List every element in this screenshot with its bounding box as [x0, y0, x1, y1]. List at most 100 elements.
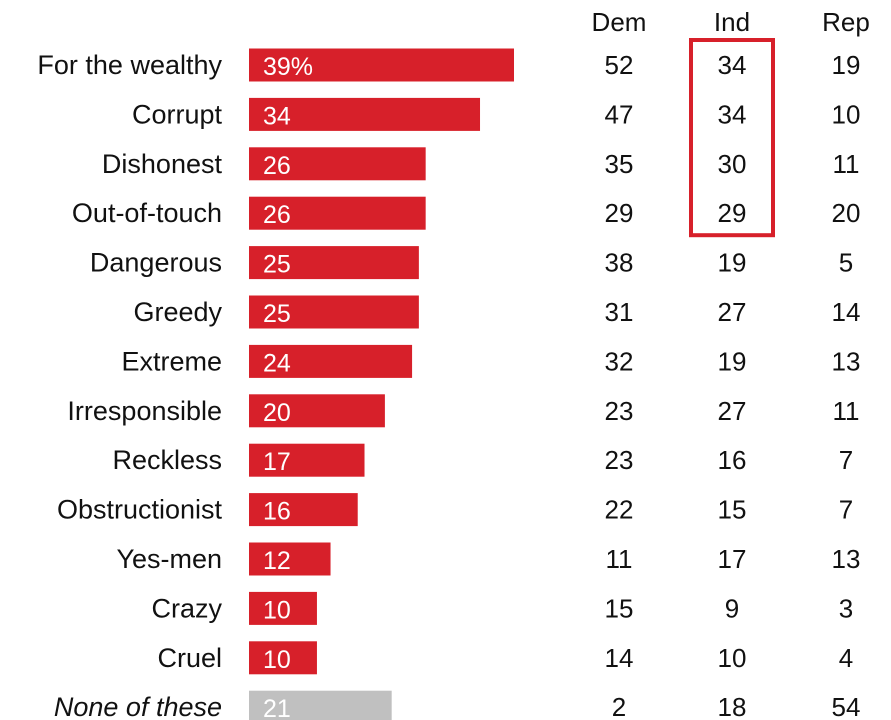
- cell-dem: 35: [605, 149, 634, 179]
- cell-rep: 5: [839, 248, 853, 278]
- column-header-dem: Dem: [592, 7, 647, 37]
- chart-row: Obstructionist 16 22 15 7: [57, 493, 853, 527]
- category-label: Crazy: [151, 593, 222, 623]
- bar-value-label: 21: [263, 695, 291, 720]
- bar-value-label: 34: [263, 102, 291, 130]
- bar: [249, 48, 514, 82]
- cell-dem: 38: [605, 248, 634, 278]
- chart-row: Cruel 10 14 10 4: [157, 641, 853, 675]
- bar: [249, 493, 358, 527]
- bar: [249, 443, 365, 477]
- cell-dem: 52: [605, 50, 634, 80]
- category-label: Cruel: [157, 643, 222, 673]
- bar: [249, 147, 426, 181]
- cell-dem: 14: [605, 643, 634, 673]
- bar-value-label: 10: [263, 646, 291, 674]
- bar-value-label: 10: [263, 596, 291, 624]
- bar: [249, 97, 481, 131]
- chart-row: Dishonest 26 35 30 11: [102, 147, 860, 181]
- column-header-ind: Ind: [714, 7, 750, 37]
- bar: [249, 591, 317, 625]
- cell-dem: 2: [612, 692, 626, 720]
- bar: [249, 246, 419, 280]
- chart-row: Greedy 25 31 27 14: [133, 295, 861, 329]
- bar-value-label: 39%: [263, 53, 313, 81]
- cell-rep: 7: [839, 495, 853, 525]
- cell-rep: 54: [832, 692, 861, 720]
- cell-rep: 3: [839, 593, 853, 623]
- category-label: Dishonest: [102, 149, 223, 179]
- bar-value-label: 24: [263, 349, 291, 377]
- bar: [249, 542, 331, 576]
- cell-dem: 29: [605, 198, 634, 228]
- category-label: Extreme: [121, 346, 222, 376]
- highlight-group: [689, 38, 775, 238]
- bar: [249, 690, 392, 720]
- chart-row: Crazy 10 15 9 3: [151, 591, 853, 625]
- cell-ind: 19: [718, 248, 747, 278]
- bar: [249, 344, 413, 378]
- cell-dem: 47: [605, 99, 634, 129]
- bar: [249, 641, 317, 675]
- highlight-box: [689, 38, 775, 238]
- category-label: Obstructionist: [57, 495, 223, 525]
- cell-rep: 19: [832, 50, 861, 80]
- cell-dem: 31: [605, 297, 634, 327]
- cell-rep: 11: [833, 149, 860, 179]
- cell-dem: 15: [605, 593, 634, 623]
- cell-ind: 34: [718, 99, 747, 129]
- cell-rep: 10: [832, 99, 861, 129]
- category-label: None of these: [54, 692, 222, 720]
- chart-row: For the wealthy 39% 52 34 19: [37, 48, 861, 82]
- cell-rep: 13: [832, 544, 861, 574]
- chart-row: Corrupt 34 47 34 10: [132, 97, 861, 131]
- bar-value-label: 20: [263, 399, 291, 427]
- cell-ind: 15: [718, 495, 747, 525]
- cell-rep: 4: [839, 643, 853, 673]
- bar-value-label: 26: [263, 152, 291, 180]
- chart-row: Out-of-touch 26 29 29 20: [72, 196, 861, 230]
- cell-rep: 20: [832, 198, 861, 228]
- column-header-rep: Rep: [822, 7, 870, 37]
- bar-value-label: 25: [263, 251, 291, 279]
- chart-row: Reckless 17 23 16 7: [112, 443, 853, 477]
- bar-value-label: 25: [263, 300, 291, 328]
- bar-value-label: 12: [263, 547, 291, 575]
- cell-ind: 16: [718, 445, 747, 475]
- cell-ind: 27: [718, 297, 747, 327]
- category-label: Corrupt: [132, 99, 223, 129]
- cell-dem: 11: [606, 544, 633, 574]
- category-label: Reckless: [112, 445, 222, 475]
- bar: [249, 394, 385, 428]
- bar: [249, 295, 419, 329]
- bar-value-label: 16: [263, 498, 291, 526]
- cell-rep: 7: [839, 445, 853, 475]
- bar: [249, 196, 426, 230]
- chart-row: Irresponsible 20 23 27 11: [67, 394, 860, 428]
- cell-ind: 29: [718, 198, 747, 228]
- cell-ind: 9: [725, 593, 739, 623]
- cell-ind: 34: [718, 50, 747, 80]
- category-label: Greedy: [133, 297, 222, 327]
- chart-row: Yes-men 12 11 17 13: [116, 542, 861, 576]
- chart-row: Dangerous 25 38 19 5: [90, 246, 853, 280]
- cell-dem: 22: [605, 495, 634, 525]
- cell-ind: 10: [718, 643, 747, 673]
- cell-rep: 14: [832, 297, 861, 327]
- cell-dem: 23: [605, 445, 634, 475]
- bar-value-label: 17: [263, 448, 291, 476]
- cell-ind: 17: [718, 544, 747, 574]
- cell-dem: 23: [605, 396, 634, 426]
- cell-ind: 18: [718, 692, 747, 720]
- chart-row: Extreme 24 32 19 13: [121, 344, 861, 378]
- cell-rep: 13: [832, 346, 861, 376]
- bar-value-label: 26: [263, 201, 291, 229]
- cell-ind: 30: [718, 149, 747, 179]
- cell-rep: 11: [833, 396, 860, 426]
- cell-ind: 27: [718, 396, 747, 426]
- category-label: Yes-men: [116, 544, 222, 574]
- category-label: For the wealthy: [37, 50, 222, 80]
- category-label: Irresponsible: [67, 396, 222, 426]
- chart-row: None of these 21 2 18 54: [54, 690, 861, 720]
